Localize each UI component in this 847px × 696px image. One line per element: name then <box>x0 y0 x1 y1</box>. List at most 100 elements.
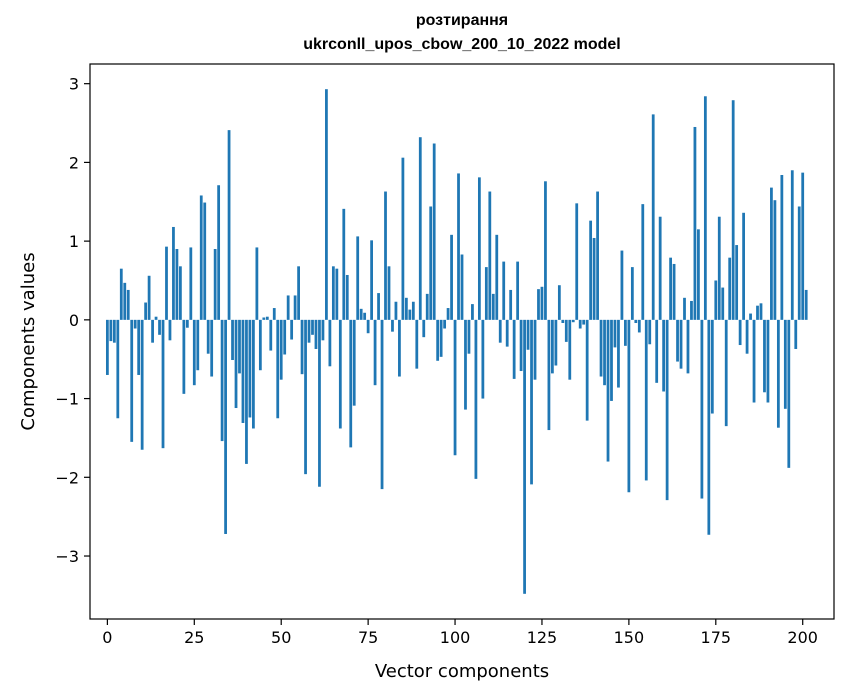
bar-152 <box>634 319 638 323</box>
bar-36 <box>231 319 234 360</box>
bar-185 <box>749 313 752 320</box>
bar-4 <box>119 268 123 320</box>
bar-108 <box>481 319 485 399</box>
y-tick-label: 1 <box>69 232 79 251</box>
bar-114 <box>502 261 506 320</box>
bar-153 <box>637 319 641 333</box>
bar-178 <box>724 319 728 427</box>
bar-12 <box>147 275 151 320</box>
bar-74 <box>363 312 367 320</box>
bar-109 <box>484 267 488 320</box>
x-tick-label: 75 <box>358 628 378 647</box>
bar-42 <box>252 319 255 429</box>
y-tick-label: 2 <box>69 153 79 172</box>
bar-182 <box>738 319 742 346</box>
bar-86 <box>404 297 408 320</box>
bar-69 <box>345 274 349 320</box>
bar-32 <box>217 185 221 320</box>
bar-116 <box>509 289 513 320</box>
bar-151 <box>630 267 634 320</box>
bar-68 <box>342 208 346 320</box>
bar-103 <box>464 319 467 410</box>
bar-49 <box>276 319 280 419</box>
bar-29 <box>206 319 210 354</box>
bar-91 <box>422 319 426 338</box>
bar-55 <box>297 266 300 320</box>
bar-126 <box>544 181 547 320</box>
bar-112 <box>495 234 499 320</box>
bar-102 <box>460 254 464 320</box>
bar-173 <box>707 319 711 535</box>
bar-141 <box>596 191 599 320</box>
x-tick-label: 25 <box>184 628 204 647</box>
bar-90 <box>418 137 422 320</box>
bar-118 <box>516 261 520 320</box>
bar-150 <box>627 319 631 493</box>
bar-14 <box>154 316 158 320</box>
bar-177 <box>721 287 725 320</box>
bar-163 <box>672 263 676 320</box>
bar-24 <box>189 247 193 320</box>
bar-31 <box>213 249 217 320</box>
bar-129 <box>554 319 558 366</box>
bar-57 <box>304 319 307 475</box>
bar-66 <box>335 268 339 320</box>
bar-170 <box>697 229 700 320</box>
bar-107 <box>477 177 481 320</box>
bar-121 <box>526 319 530 350</box>
bar-0 <box>105 319 109 375</box>
bar-134 <box>571 319 575 323</box>
bar-99 <box>450 234 453 320</box>
bar-140 <box>592 237 596 320</box>
bar-146 <box>613 319 617 348</box>
y-tick-label: −2 <box>55 468 79 487</box>
bar-72 <box>356 236 360 320</box>
bar-122 <box>530 319 533 485</box>
bar-193 <box>776 319 780 428</box>
bar-159 <box>658 216 662 320</box>
bar-161 <box>665 319 669 501</box>
plot-frame <box>89 63 835 620</box>
bar-100 <box>453 319 457 456</box>
bar-50 <box>279 319 283 380</box>
bar-75 <box>366 319 370 334</box>
bar-197 <box>790 170 794 320</box>
bar-174 <box>710 319 714 414</box>
bar-61 <box>318 319 321 487</box>
bar-41 <box>248 319 252 418</box>
bar-40 <box>245 319 248 464</box>
bar-191 <box>770 187 773 320</box>
bar-6 <box>126 289 130 320</box>
bar-58 <box>307 319 311 343</box>
bar-120 <box>523 319 526 594</box>
bar-37 <box>234 319 238 409</box>
bar-67 <box>338 319 342 429</box>
bar-127 <box>547 319 551 431</box>
bar-33 <box>220 319 224 442</box>
bar-136 <box>578 319 582 329</box>
bar-113 <box>498 319 502 343</box>
bar-132 <box>564 319 568 342</box>
bar-25 <box>192 319 196 386</box>
bar-3 <box>116 319 120 419</box>
bar-23 <box>185 319 189 328</box>
bar-167 <box>686 319 690 374</box>
bar-98 <box>446 308 450 320</box>
bar-21 <box>179 266 182 320</box>
bar-110 <box>488 191 492 320</box>
bar-143 <box>603 319 606 386</box>
bar-199 <box>797 206 801 320</box>
bar-70 <box>349 319 353 448</box>
x-tick-label: 125 <box>527 628 558 647</box>
bar-201 <box>804 289 808 320</box>
bar-30 <box>210 319 214 377</box>
x-tick-label: 100 <box>440 628 471 647</box>
bar-1 <box>109 319 113 342</box>
bar-196 <box>787 319 791 468</box>
x-axis-ticks: 0 25 50 75 100 125 150 175 200 <box>102 619 818 647</box>
bar-35 <box>227 130 231 320</box>
x-tick-label: 150 <box>614 628 645 647</box>
bar-79 <box>380 319 384 490</box>
bar-62 <box>321 319 325 341</box>
bar-77 <box>373 319 377 386</box>
